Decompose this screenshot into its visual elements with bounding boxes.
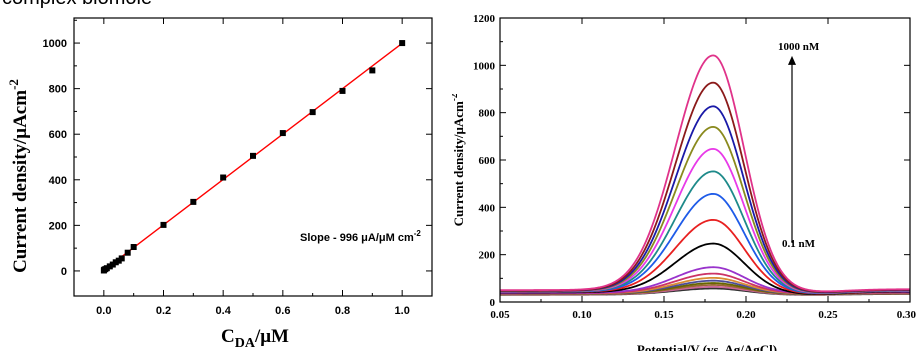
dpv-x-axis-label: Potential/V (vs. Ag/AgCl) (637, 342, 777, 351)
calibration-tick-labels: 0.0 0.2 0.4 0.6 0.8 1.0 0 200 400 600 800 1000 (43, 38, 410, 317)
y-tick-label: 400 (479, 202, 496, 214)
dpv-chart: 0.05 0.10 0.15 0.20 0.25 0.30 0 200 400 600 800 100… (452, 13, 917, 351)
x-tick-label: 0.10 (572, 309, 592, 321)
page-caption-fragment: complex biomole (2, 0, 152, 10)
y-tick-label: 600 (479, 155, 496, 167)
data-point (190, 198, 197, 205)
data-point (118, 255, 125, 262)
dpv-curves (500, 54, 910, 296)
slope-annotation: Slope - 996 μA/μM cm-2 (300, 229, 421, 244)
y-tick-label: 1000 (473, 60, 496, 72)
dpv-series-curve (500, 218, 910, 295)
y-tick-label: 200 (479, 250, 496, 262)
data-point (220, 174, 227, 181)
data-point (130, 244, 137, 251)
x-tick-label: 0.05 (490, 309, 510, 321)
x-tick-label: 0.15 (654, 309, 674, 321)
y-tick-label: 200 (49, 220, 67, 232)
dpv-series-curve (500, 81, 910, 293)
x-tick-label: 0.30 (897, 309, 917, 321)
x-tick-label: 0.0 (96, 305, 111, 317)
dpv-series-curve (500, 105, 910, 293)
calibration-y-axis-label: Current density/μAcm-2 (6, 79, 31, 273)
data-point (160, 221, 167, 228)
calibration-x-axis-label: CDA/μM (221, 326, 289, 351)
y-tick-label: 600 (49, 129, 67, 141)
data-point (339, 87, 346, 94)
data-point (399, 40, 406, 47)
data-point (369, 67, 376, 74)
x-tick-label: 0.20 (736, 309, 756, 321)
arrow-head (788, 55, 796, 65)
dpv-series-curve (500, 54, 910, 293)
x-tick-label: 0.8 (335, 305, 350, 317)
data-point (250, 152, 256, 159)
data-point (309, 109, 316, 116)
x-tick-label: 0.2 (156, 305, 171, 317)
y-tick-label: 800 (479, 108, 496, 120)
annotation-0-1nm: 0.1 nM (782, 238, 816, 250)
y-tick-label: 1000 (43, 38, 67, 50)
calibration-axes (73, 17, 433, 297)
y-tick-label: 1200 (473, 13, 496, 25)
dpv-y-axis-label: Current density/μAcm-2 (452, 93, 466, 226)
x-tick-label: 1.0 (395, 305, 410, 317)
dpv-tick-labels: 0.05 0.10 0.15 0.20 0.25 0.30 0 200 400 600 800 100… (473, 13, 917, 321)
data-point (279, 130, 286, 137)
y-tick-label: 400 (49, 175, 67, 187)
x-tick-label: 0.25 (818, 309, 838, 321)
x-tick-label: 0.6 (275, 305, 290, 317)
annotation-1000nm: 1000 nM (778, 41, 820, 53)
y-tick-label: 0 (61, 266, 67, 278)
data-point (124, 249, 131, 256)
x-tick-label: 0.4 (216, 305, 232, 317)
concentration-arrow (788, 55, 796, 243)
calibration-points (100, 40, 406, 274)
y-tick-label: 0 (490, 297, 496, 309)
y-tick-label: 800 (49, 84, 67, 96)
dpv-axes (499, 17, 911, 303)
calibration-chart: 0.0 0.2 0.4 0.6 0.8 1.0 0 200 400 600 800 1000 CDA/… (6, 17, 433, 351)
